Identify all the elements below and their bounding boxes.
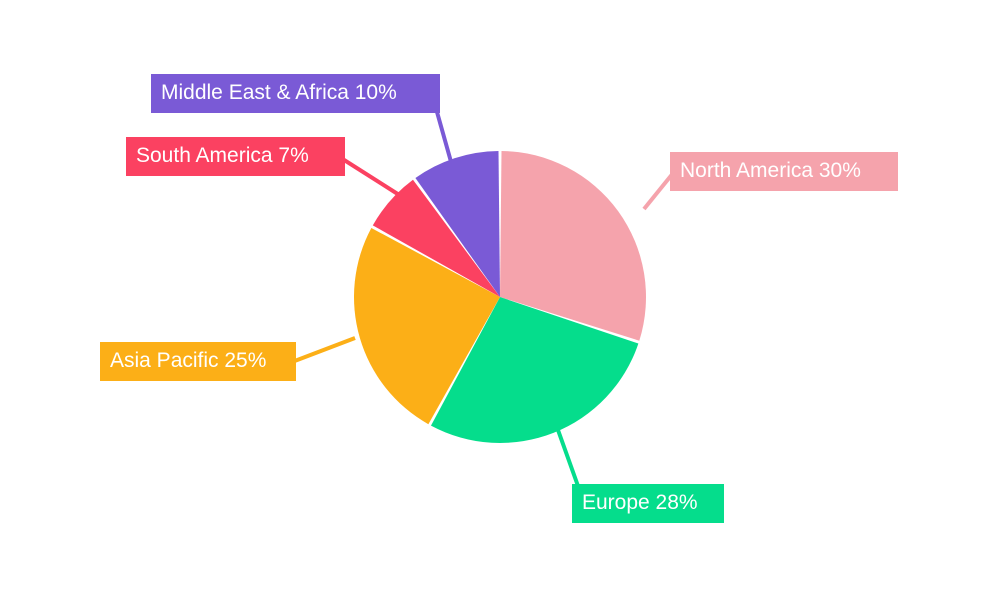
pie-slice-label: Asia Pacific 25% (100, 342, 296, 381)
leader-line (291, 336, 356, 364)
pie-slice[interactable] (372, 179, 500, 297)
pie-slice[interactable] (415, 151, 500, 297)
pie-slice[interactable] (353, 227, 500, 425)
leader-line (642, 170, 676, 211)
leader-line (339, 156, 406, 200)
pie-slice[interactable] (500, 151, 646, 341)
pie-slice[interactable] (430, 297, 639, 444)
leader-line (556, 429, 580, 487)
pie-slice-label: Middle East & Africa 10% (151, 74, 440, 113)
pie-slice-label: North America 30% (670, 152, 898, 191)
pie-slice-label: Europe 28% (572, 484, 724, 523)
pie-slice-group (353, 151, 646, 444)
pie-slice-label: South America 7% (126, 137, 345, 176)
